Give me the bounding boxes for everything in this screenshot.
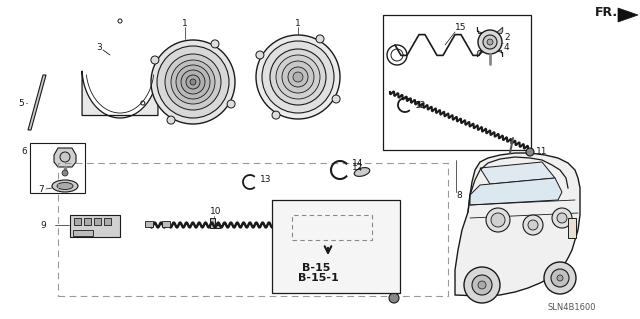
Circle shape: [557, 213, 567, 223]
Text: 2: 2: [504, 33, 509, 42]
Circle shape: [478, 281, 486, 289]
Circle shape: [487, 39, 493, 45]
Ellipse shape: [57, 182, 73, 189]
Circle shape: [256, 35, 340, 119]
Polygon shape: [480, 162, 555, 184]
Text: 3: 3: [96, 43, 102, 53]
Circle shape: [293, 72, 303, 82]
Text: B-15: B-15: [302, 263, 330, 273]
Polygon shape: [477, 50, 484, 57]
Bar: [104, 218, 111, 225]
Circle shape: [483, 35, 497, 49]
Circle shape: [288, 67, 308, 87]
Text: 11: 11: [536, 147, 547, 157]
Circle shape: [478, 30, 502, 54]
Ellipse shape: [354, 167, 370, 176]
Text: 10: 10: [210, 207, 221, 217]
Circle shape: [186, 75, 200, 89]
Text: 5: 5: [18, 99, 24, 108]
Circle shape: [272, 111, 280, 119]
Ellipse shape: [52, 180, 78, 192]
Polygon shape: [28, 75, 46, 130]
Bar: [94, 218, 101, 225]
Circle shape: [151, 40, 235, 124]
Circle shape: [151, 56, 159, 64]
Bar: [73, 230, 93, 236]
Circle shape: [276, 55, 320, 99]
Bar: [383, 15, 531, 150]
Text: FR.: FR.: [595, 6, 618, 19]
Circle shape: [256, 51, 264, 59]
Circle shape: [552, 208, 572, 228]
Circle shape: [181, 70, 205, 94]
Bar: [568, 218, 576, 238]
Text: 1: 1: [182, 19, 188, 27]
Polygon shape: [54, 148, 76, 167]
Circle shape: [157, 46, 229, 118]
Circle shape: [332, 95, 340, 103]
Bar: [70, 215, 120, 237]
Bar: [272, 200, 400, 293]
Polygon shape: [495, 27, 503, 33]
Text: 9: 9: [40, 220, 45, 229]
Text: 14: 14: [352, 159, 364, 167]
Circle shape: [557, 275, 563, 281]
Polygon shape: [210, 218, 220, 228]
Bar: [58, 163, 448, 296]
Text: 4: 4: [504, 43, 509, 53]
Circle shape: [528, 220, 538, 230]
Circle shape: [526, 148, 534, 156]
Text: SLN4B1600: SLN4B1600: [548, 303, 596, 313]
Circle shape: [211, 40, 219, 48]
Circle shape: [60, 152, 70, 162]
Circle shape: [491, 213, 505, 227]
Text: B-15-1: B-15-1: [298, 273, 339, 283]
Text: 1: 1: [295, 19, 301, 27]
Circle shape: [282, 61, 314, 93]
Circle shape: [190, 79, 196, 85]
Circle shape: [165, 54, 221, 110]
Circle shape: [176, 65, 210, 99]
Circle shape: [270, 49, 326, 105]
Text: 12: 12: [415, 100, 426, 109]
Circle shape: [389, 293, 399, 303]
Circle shape: [316, 35, 324, 43]
Text: 13: 13: [260, 175, 271, 184]
Text: 6: 6: [21, 147, 27, 157]
Circle shape: [464, 267, 500, 303]
Polygon shape: [618, 8, 638, 22]
Circle shape: [544, 262, 576, 294]
Polygon shape: [470, 178, 562, 205]
Bar: [162, 221, 170, 227]
Circle shape: [227, 100, 235, 108]
Polygon shape: [455, 153, 580, 296]
Text: 15: 15: [455, 24, 467, 33]
Polygon shape: [477, 27, 484, 33]
Circle shape: [472, 275, 492, 295]
Bar: [30, 143, 85, 193]
Circle shape: [523, 215, 543, 235]
Text: 8: 8: [456, 190, 461, 199]
Circle shape: [171, 60, 215, 104]
Circle shape: [62, 170, 68, 176]
Circle shape: [262, 41, 334, 113]
Circle shape: [551, 269, 569, 287]
Bar: [84, 218, 91, 225]
Bar: [145, 221, 153, 227]
Circle shape: [167, 116, 175, 124]
Text: 7: 7: [38, 184, 44, 194]
Circle shape: [486, 208, 510, 232]
Bar: [292, 215, 372, 240]
Polygon shape: [495, 50, 503, 57]
Text: 12: 12: [352, 164, 364, 173]
Polygon shape: [82, 71, 158, 118]
Bar: [74, 218, 81, 225]
